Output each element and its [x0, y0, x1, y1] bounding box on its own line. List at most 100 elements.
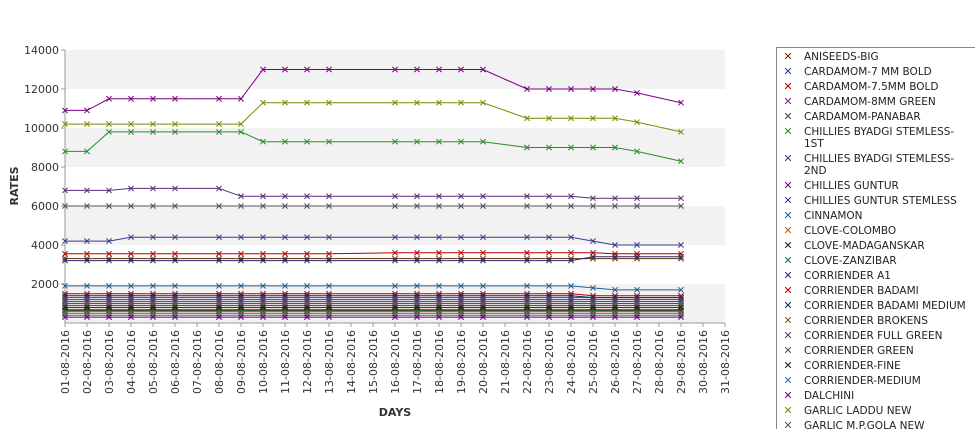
legend-label: CINNAMON	[804, 210, 863, 222]
data-point	[172, 121, 178, 128]
data-point	[84, 257, 90, 264]
legend-label: CARDAMOM-7.5MM BOLD	[804, 81, 939, 93]
x-tick-label: 17-08-2016	[411, 330, 424, 394]
data-point	[458, 257, 464, 264]
data-point	[392, 99, 398, 106]
data-point	[590, 238, 596, 245]
data-point	[524, 86, 530, 92]
data-point	[612, 195, 618, 202]
data-point	[260, 66, 266, 73]
data-point	[216, 128, 222, 135]
data-point	[678, 314, 684, 321]
data-point	[62, 148, 68, 155]
x-tick-label: 02-08-2016	[81, 330, 94, 394]
data-point	[678, 195, 684, 202]
data-point	[524, 249, 530, 256]
y-tick-label: 4000	[31, 239, 59, 252]
data-point	[106, 314, 112, 321]
data-point	[304, 66, 310, 73]
data-point	[480, 282, 486, 289]
data-point	[216, 203, 222, 209]
data-point	[304, 304, 310, 311]
data-point	[590, 195, 596, 202]
data-point	[678, 304, 684, 311]
x-tick-label: 18-08-2016	[433, 330, 446, 394]
data-point	[128, 234, 134, 241]
data-point	[546, 314, 552, 321]
data-point	[678, 203, 684, 209]
data-point	[546, 257, 552, 264]
data-point	[612, 286, 618, 293]
data-point	[216, 185, 222, 192]
x-tick-label: 22-08-2016	[521, 330, 534, 394]
data-point	[524, 304, 530, 311]
data-point	[524, 193, 530, 200]
data-point	[634, 314, 640, 321]
legend-label: DALCHINI	[804, 390, 855, 402]
y-tick-label: 10000	[24, 122, 59, 135]
data-point	[260, 193, 266, 200]
data-point	[260, 257, 266, 264]
data-point	[458, 234, 464, 241]
x-tick-label: 09-08-2016	[235, 330, 248, 394]
data-point	[216, 121, 222, 128]
data-point	[612, 314, 618, 321]
data-point	[326, 257, 332, 264]
legend-label: CLOVE-MADAGANSKAR	[804, 240, 925, 252]
legend-item: ✕ CORRIENDER BADAMI	[777, 285, 975, 298]
data-point	[282, 66, 288, 73]
data-point	[458, 282, 464, 289]
legend-marker-icon: ✕	[783, 359, 793, 372]
data-point	[150, 257, 156, 264]
data-point	[326, 203, 332, 209]
data-point	[458, 99, 464, 106]
data-point	[678, 242, 684, 248]
x-tick-label: 07-08-2016	[191, 330, 204, 394]
data-point	[436, 304, 442, 311]
data-point	[216, 95, 222, 102]
data-point	[458, 193, 464, 200]
data-point	[546, 249, 552, 256]
legend-marker-icon: ✕	[783, 254, 793, 267]
x-tick-label: 24-08-2016	[565, 330, 578, 394]
x-tick-label: 04-08-2016	[125, 330, 138, 394]
data-point	[392, 314, 398, 321]
legend-marker-icon: ✕	[783, 404, 793, 417]
series-line	[65, 131, 682, 162]
series-line	[65, 285, 681, 291]
data-point	[304, 314, 310, 321]
data-point	[62, 304, 68, 311]
x-tick-label: 12-08-2016	[301, 330, 314, 394]
legend-label: CHILLIES BYADGI STEMLESS-2ND	[804, 153, 955, 177]
legend-label: CORRIENDER GREEN	[804, 345, 914, 357]
data-point	[568, 203, 574, 209]
series-group	[62, 304, 684, 311]
legend-marker-icon: ✕	[783, 65, 793, 78]
line-chart: 2000 4000 6000 8000 10000 12000 14000 01-08-20…	[8, 44, 732, 419]
data-point	[568, 115, 574, 122]
data-point	[436, 203, 442, 209]
data-point	[326, 193, 332, 200]
data-point	[238, 234, 244, 241]
x-axis-title: DAYS	[379, 406, 412, 419]
legend-item: ✕ CARDAMOM-PANABAR	[777, 111, 975, 124]
data-point	[84, 148, 90, 155]
data-point	[326, 138, 332, 145]
x-tick-label: 03-08-2016	[103, 330, 116, 394]
legend-item: ✕ CORRIENDER FULL GREEN	[777, 330, 975, 343]
legend-label: CORRIENDER FULL GREEN	[804, 330, 943, 342]
grid-band	[65, 206, 725, 245]
data-point	[84, 282, 90, 289]
legend-item: ✕ CORRIENDER BROKENS	[777, 315, 975, 328]
data-point	[568, 193, 574, 200]
data-point	[414, 99, 420, 106]
data-point	[62, 187, 68, 194]
data-point	[84, 238, 90, 245]
series-group	[62, 253, 684, 264]
data-point	[260, 138, 266, 145]
data-point	[590, 203, 596, 209]
data-point	[480, 193, 486, 200]
data-point	[282, 304, 288, 311]
legend-item: ✕ DALCHINI	[777, 390, 975, 403]
legend-item: ✕ CHILLIES BYADGI STEMLESS-2ND	[777, 153, 975, 178]
